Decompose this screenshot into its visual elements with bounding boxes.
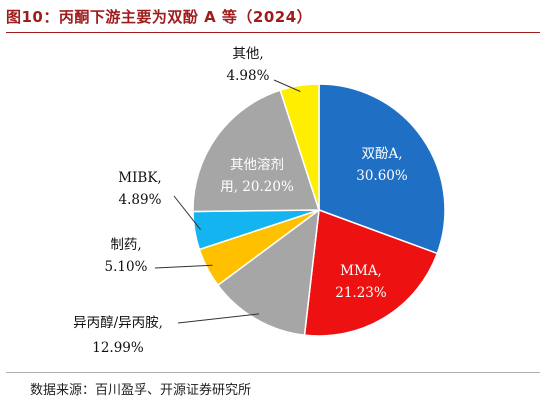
source-divider	[6, 372, 540, 373]
slice-label-bpa-name: 双酚A,	[361, 146, 402, 162]
leader-line-pharma	[154, 264, 213, 269]
title-divider	[6, 32, 540, 33]
leader-line-mibk	[173, 195, 201, 231]
slice-label-solvent-value: 用, 20.20%	[220, 179, 294, 195]
slice-label-other-value: 4.98%	[227, 68, 270, 84]
slice-label-bpa-value: 30.60%	[356, 168, 408, 184]
pie-slice-ipa	[216, 208, 320, 336]
source-note: 数据来源：百川盈孚、开源证券研究所	[30, 383, 252, 398]
slice-label-mma-name: MMA,	[340, 263, 382, 279]
pie-slice-bpa	[318, 83, 446, 255]
slice-label-solvent-name: 其他溶剂	[230, 157, 284, 173]
slice-label-ipa-value: 12.99%	[92, 340, 144, 356]
slice-label-mibk-value: 4.89%	[119, 192, 162, 208]
leader-lines	[154, 79, 301, 324]
figure-title: 图10：丙酮下游主要为双酚 A 等（2024）	[6, 8, 313, 26]
pie-chart: 双酚A, 30.60% MMA, 21.23% 其他溶剂 用, 20.20% 其…	[73, 46, 446, 356]
slice-label-ipa-name: 异丙醇/异丙胺,	[73, 314, 163, 331]
pie-slice-other	[279, 83, 320, 211]
leader-line-other	[273, 79, 301, 92]
pie-slices	[192, 83, 446, 337]
pie-slice-solvent	[192, 89, 321, 213]
slice-label-mibk-name: MIBK,	[118, 170, 161, 186]
pie-slice-mma	[303, 208, 439, 337]
slice-label-pharma-name: 制药,	[110, 237, 141, 253]
slice-label-other-name: 其他,	[232, 46, 263, 62]
slice-label-mma-value: 21.23%	[335, 285, 387, 301]
leader-line-ipa	[177, 313, 260, 324]
slice-label-pharma-value: 5.10%	[105, 259, 148, 275]
